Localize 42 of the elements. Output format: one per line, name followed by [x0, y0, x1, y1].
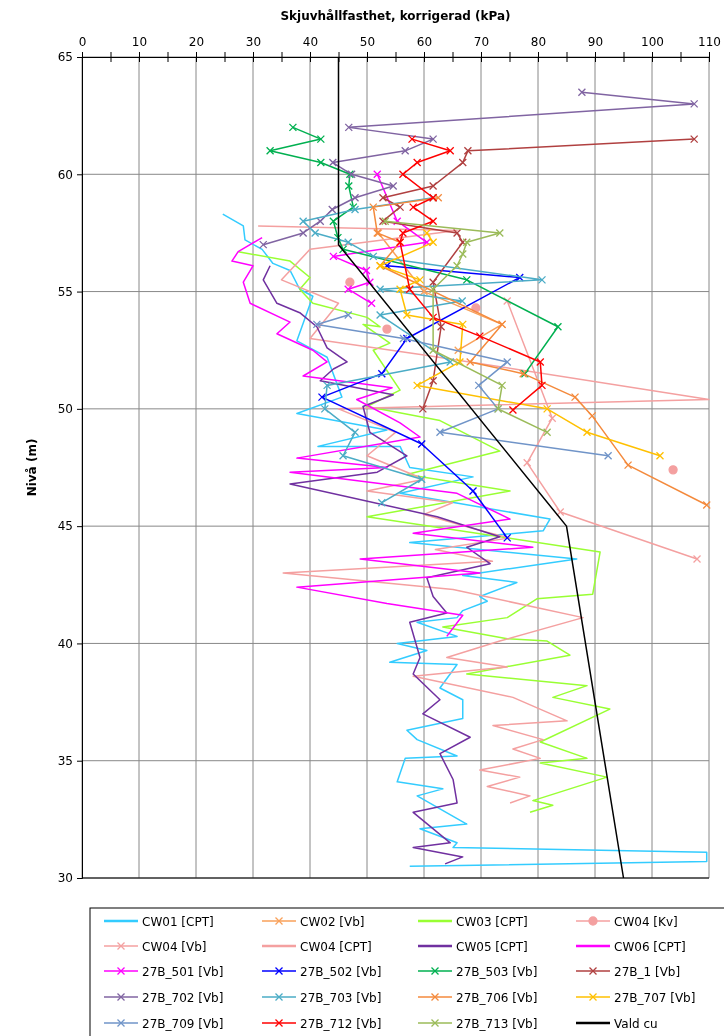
y-tick-label: 55 — [57, 284, 73, 299]
x-tick-label: 70 — [473, 35, 490, 49]
legend-label: CW04 [Vb] — [142, 939, 207, 954]
legend-label: 27B_707 [Vb] — [614, 990, 696, 1005]
x-tick-label: 60 — [416, 35, 433, 49]
y-axis-title: Nivå (m) — [25, 438, 39, 497]
y-tick-label: 30 — [57, 871, 73, 886]
legend-label: 27B_702 [Vb] — [142, 990, 224, 1005]
y-tick-label: 60 — [57, 167, 73, 182]
legend-label: 27B_709 [Vb] — [142, 1016, 224, 1031]
x-tick-label: 30 — [245, 35, 262, 49]
legend-label: 27B_501 [Vb] — [142, 964, 224, 979]
legend-label: 27B_713 [Vb] — [456, 1016, 538, 1031]
legend-label: CW04 [Kv] — [614, 914, 678, 929]
legend-label: 27B_706 [Vb] — [456, 990, 538, 1005]
legend-label: Vald cu — [614, 1016, 658, 1031]
y-tick-label: 50 — [57, 402, 73, 417]
legend-label: CW04 [CPT] — [300, 939, 372, 954]
y-tick-label: 65 — [57, 50, 73, 65]
legend-label: CW02 [Vb] — [300, 914, 365, 929]
legend-label: CW06 [CPT] — [614, 939, 686, 954]
y-tick-label: 45 — [57, 519, 73, 534]
x-tick-label: 0 — [78, 35, 87, 49]
legend-label: 27B_703 [Vb] — [300, 990, 382, 1005]
legend-label: 27B_1 [Vb] — [614, 964, 681, 979]
x-axis-title: Skjuvhållfasthet, korrigerad (kPa) — [280, 9, 511, 23]
x-tick-label: 40 — [302, 35, 319, 49]
legend-label: 27B_712 [Vb] — [300, 1016, 382, 1031]
y-tick-label: 35 — [57, 754, 73, 769]
legend-label: CW03 [CPT] — [456, 914, 528, 929]
legend-label: 27B_503 [Vb] — [456, 964, 538, 979]
x-tick-label: 100 — [641, 35, 664, 49]
x-tick-label: 10 — [131, 35, 148, 49]
legend-label: CW01 [CPT] — [142, 914, 214, 929]
x-tick-label: 110 — [698, 35, 721, 49]
x-tick-label: 90 — [587, 35, 604, 49]
x-tick-label: 80 — [530, 35, 547, 49]
legend-label: 27B_502 [Vb] — [300, 964, 382, 979]
x-tick-label: 20 — [188, 35, 205, 49]
x-tick-label: 50 — [359, 35, 376, 49]
y-tick-label: 40 — [57, 636, 73, 651]
legend-label: CW05 [CPT] — [456, 939, 528, 954]
